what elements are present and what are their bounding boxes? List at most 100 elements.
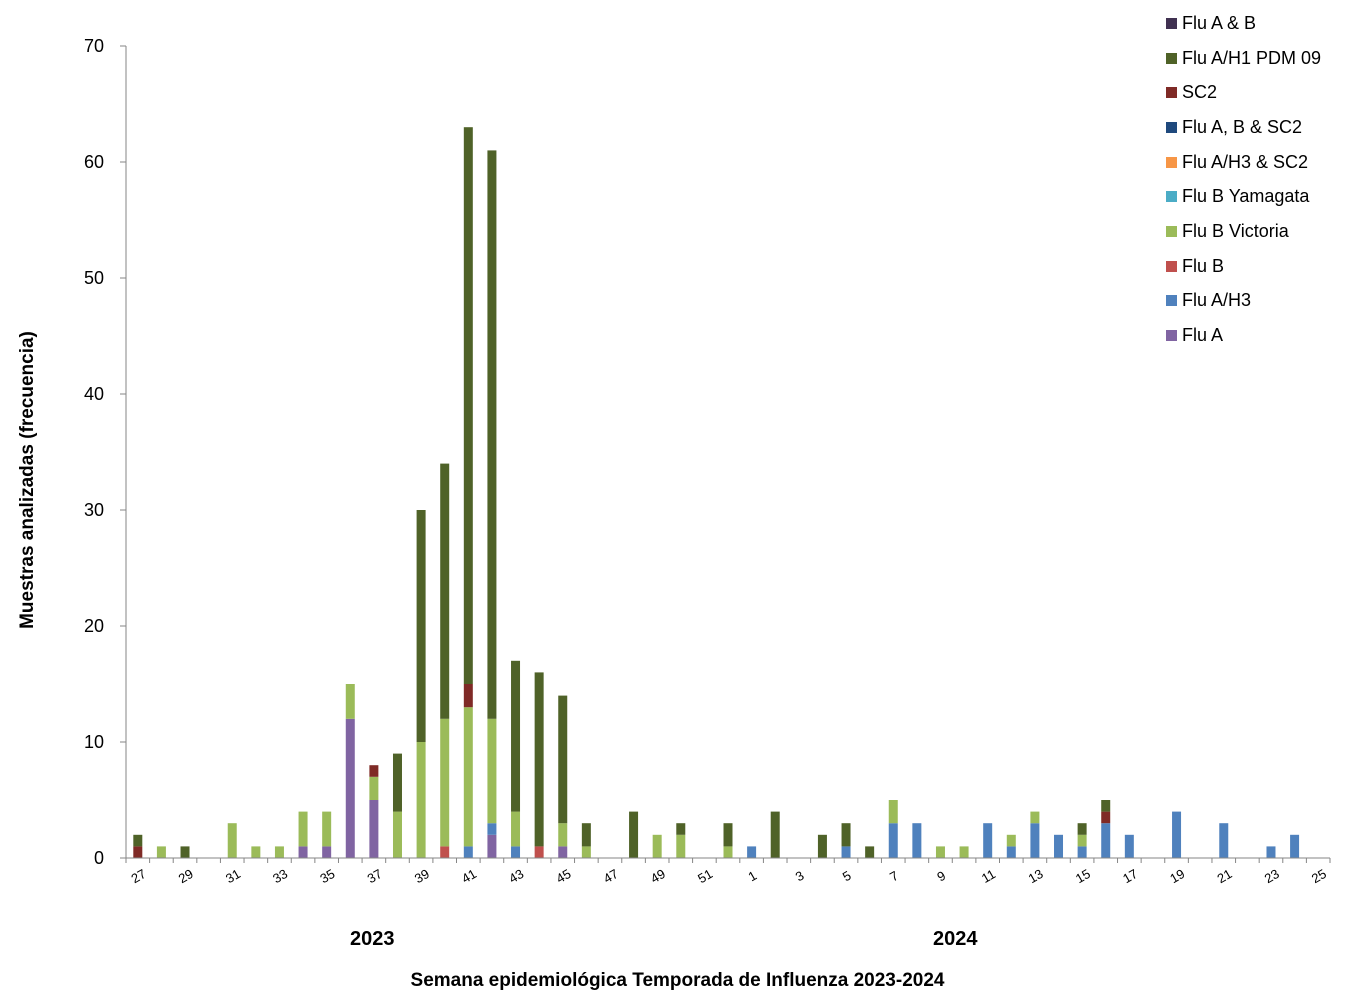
- bar-segment: [1030, 823, 1040, 858]
- legend-swatch: [1166, 52, 1177, 64]
- bar-segment: [534, 846, 544, 858]
- bar-segment: [392, 753, 402, 812]
- legend-item: SC2: [1166, 75, 1321, 110]
- bar-segment: [322, 811, 332, 847]
- x-tick-label: 43: [506, 866, 526, 886]
- bar-segment: [1219, 823, 1229, 858]
- bar-segment: [416, 742, 426, 858]
- bar-segment: [1172, 811, 1182, 858]
- bar-segment: [487, 834, 497, 858]
- bar-segment: [1124, 834, 1134, 858]
- bar-segment: [487, 718, 497, 824]
- bar-segment: [912, 823, 922, 858]
- x-tick-label: 39: [412, 866, 432, 886]
- legend: Flu A & B Flu A/H1 PDM 09 SC2 Flu A, B & SC…: [1166, 6, 1321, 353]
- bar-segment: [1006, 834, 1016, 847]
- legend-item: Flu A & B: [1166, 6, 1321, 41]
- bar-segment: [1077, 834, 1087, 847]
- bar-segment: [345, 718, 355, 858]
- bar-segment: [274, 846, 284, 858]
- x-tick-label: 5: [840, 868, 854, 885]
- bar-segment: [1101, 800, 1111, 812]
- bar-segment: [463, 127, 473, 684]
- legend-swatch: [1166, 295, 1177, 307]
- bar-segment: [463, 846, 473, 858]
- y-tick-label: 10: [84, 732, 104, 752]
- x-axis-title: Semana epidemiológica Temporada de Influ…: [410, 970, 945, 991]
- bar-segment: [676, 823, 686, 835]
- bar-segment: [487, 150, 497, 719]
- bar-segment: [511, 846, 521, 858]
- legend-item: Flu A/H1 PDM 09: [1166, 41, 1321, 76]
- legend-label: Flu A/H1 PDM 09: [1182, 47, 1322, 68]
- bar-segment: [369, 776, 379, 800]
- bar-segment: [133, 846, 143, 858]
- x-tick-label: 37: [365, 866, 385, 886]
- x-tick-label: 35: [317, 866, 337, 886]
- bar-segment: [841, 823, 851, 847]
- x-tick-label: 41: [459, 866, 479, 886]
- bar-segment: [392, 811, 402, 858]
- bar-segment: [345, 684, 355, 719]
- legend-swatch: [1166, 225, 1177, 237]
- legend-swatch: [1166, 156, 1177, 168]
- bar-segment: [511, 660, 521, 812]
- legend-label: Flu A: [1182, 325, 1224, 346]
- x-tick-label: 19: [1167, 866, 1187, 886]
- x-tick-label: 33: [270, 866, 290, 886]
- legend-swatch: [1166, 330, 1177, 342]
- legend-label: Flu A, B & SC2: [1182, 116, 1303, 137]
- bar-segment: [1030, 811, 1040, 824]
- bar-segment: [440, 463, 450, 719]
- x-tick-label: 17: [1120, 866, 1140, 886]
- bar-segment: [747, 846, 757, 858]
- bar-segment: [888, 823, 898, 858]
- x-tick-label: 11: [979, 866, 998, 886]
- x-tick-label: 49: [648, 866, 668, 886]
- bar-segment: [227, 823, 237, 858]
- x-tick-label: 9: [934, 868, 948, 885]
- bar-segment: [133, 834, 143, 847]
- bar-segment: [251, 846, 261, 858]
- legend-item: Flu B Yamagata: [1166, 179, 1321, 214]
- legend-swatch: [1166, 17, 1177, 29]
- bar-segment: [369, 765, 379, 777]
- bar-segment: [463, 684, 473, 708]
- bar-segment: [935, 846, 945, 858]
- y-tick-label: 50: [84, 268, 104, 288]
- y-axis-title-text: Muestras analizadas (frecuencia): [17, 331, 38, 629]
- legend-item: Flu B Victoria: [1166, 214, 1321, 249]
- bar-segment: [1290, 834, 1300, 858]
- bar-segment: [558, 846, 568, 858]
- legend-item: Flu A/H3: [1166, 284, 1321, 319]
- bar-segment: [581, 846, 591, 858]
- legend-item: Flu A, B & SC2: [1166, 110, 1321, 145]
- legend-label: Flu B Victoria: [1182, 220, 1289, 241]
- bar-segment: [581, 823, 591, 847]
- legend-item: Flu A/H3 & SC2: [1166, 145, 1321, 180]
- bar-segment: [1077, 823, 1087, 835]
- year-label-2023: 2023: [350, 928, 395, 950]
- bar-segment: [652, 834, 662, 858]
- bar-segment: [322, 846, 332, 858]
- x-tick-label: 7: [887, 868, 901, 885]
- legend-label: SC2: [1182, 82, 1218, 103]
- bar-segment: [558, 695, 568, 824]
- bar-segment: [416, 510, 426, 742]
- legend-label: Flu A/H3: [1182, 290, 1252, 311]
- x-tick-label: 29: [176, 866, 196, 886]
- legend-swatch: [1166, 191, 1177, 203]
- bar-segment: [440, 718, 450, 847]
- bar-segment: [770, 811, 780, 858]
- bar-segment: [1101, 823, 1111, 858]
- year-label-2024: 2024: [933, 928, 978, 950]
- bar-segment: [511, 811, 521, 847]
- bar-segment: [463, 707, 473, 847]
- bar-segment: [534, 672, 544, 847]
- bar-segment: [558, 823, 568, 847]
- x-tick-label: 23: [1262, 866, 1282, 886]
- bar-segment: [180, 846, 190, 858]
- bar-segment: [841, 846, 851, 858]
- y-tick-label: 40: [84, 384, 104, 404]
